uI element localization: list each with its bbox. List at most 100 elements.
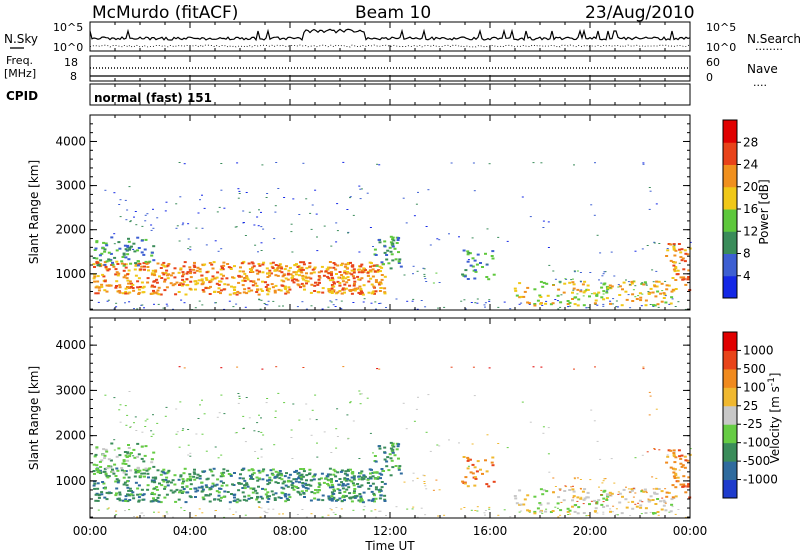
echo-cell [285, 290, 289, 293]
echo-cell [481, 266, 484, 268]
echo-cell [266, 287, 270, 290]
echo-cell [549, 303, 553, 306]
echo-cell [188, 266, 192, 269]
echo-cell [300, 490, 304, 493]
echo-cell [600, 494, 603, 496]
echo-cell [343, 283, 347, 286]
echo-cell [96, 292, 100, 295]
echo-cell [310, 283, 314, 286]
echo-cell [277, 496, 281, 499]
echo-cell [352, 277, 356, 280]
echo-cell [385, 465, 389, 468]
echo-cell [332, 496, 336, 499]
echo-cell [665, 284, 669, 287]
echo-cell [359, 198, 362, 200]
echo-cell [484, 514, 486, 516]
echo-cell [115, 467, 119, 470]
echo-cell [94, 499, 98, 502]
echo-cell [349, 196, 352, 198]
echo-cell [208, 293, 212, 295]
colorbar-tick-label: 500 [743, 362, 766, 376]
echo-cell [420, 300, 423, 301]
echo-cell [293, 470, 297, 473]
echo-cell [105, 498, 109, 501]
echo-cell [94, 286, 98, 289]
echo-cell [296, 283, 300, 286]
echo-cell [128, 487, 132, 490]
echo-cell [104, 189, 107, 191]
echo-cell [634, 296, 637, 298]
echo-cell [167, 469, 171, 472]
echo-cell [471, 257, 475, 260]
echo-cell [299, 468, 303, 470]
echo-cell [162, 273, 166, 276]
echo-cell [222, 274, 225, 277]
echo-cell [686, 278, 690, 281]
echo-cell [380, 278, 384, 281]
echo-cell [249, 270, 253, 273]
echo-cell [260, 448, 263, 450]
echo-cell [473, 190, 476, 192]
echo-cell [608, 491, 612, 494]
echo-cell [338, 478, 342, 480]
echo-cell [122, 264, 126, 267]
echo-cell [472, 366, 475, 368]
echo-cell [368, 269, 372, 272]
echo-cell [601, 275, 604, 277]
echo-cell [373, 500, 376, 503]
echo-cell [314, 489, 317, 491]
echo-cell [350, 476, 354, 479]
echo-cell [383, 251, 387, 254]
echo-cell [611, 303, 614, 305]
echo-cell [133, 422, 135, 424]
echo-cell [211, 482, 215, 485]
echo-cell [321, 287, 325, 290]
colorbar-tick-label: 100 [743, 380, 766, 394]
echo-cell [134, 274, 138, 277]
echo-cell [185, 278, 189, 281]
echo-cell [605, 291, 609, 294]
echo-cell [251, 491, 255, 494]
echo-cell [345, 281, 349, 284]
echo-cell [195, 476, 199, 479]
echo-cell [380, 274, 384, 276]
echo-cell [160, 277, 164, 279]
echo-cell [261, 470, 265, 473]
echo-cell [151, 269, 155, 272]
echo-cell [655, 285, 659, 288]
echo-cell [121, 462, 125, 465]
echo-cell [580, 281, 582, 283]
echo-cell [134, 468, 138, 471]
echo-cell [268, 269, 272, 272]
echo-cell [124, 473, 128, 476]
echo-cell [118, 493, 122, 496]
echo-cell [150, 272, 154, 275]
echo-cell [609, 302, 612, 305]
echo-cell [317, 478, 321, 481]
echo-cell [642, 490, 646, 493]
echo-cell [335, 447, 338, 449]
echo-cell [438, 282, 441, 283]
echo-cell [340, 308, 343, 310]
echo-cell [649, 395, 652, 397]
echo-cell [609, 508, 612, 510]
echo-cell [226, 469, 230, 472]
echo-cell [348, 492, 352, 495]
echo-cell [186, 478, 190, 481]
echo-cell [115, 510, 118, 512]
echo-cell [372, 290, 376, 293]
echo-cell [212, 261, 216, 264]
echo-cell [118, 454, 122, 457]
echo-cell [656, 290, 660, 293]
echo-cell [322, 274, 326, 277]
echo-cell [473, 395, 476, 397]
echo-cell [281, 284, 285, 287]
colorbar-tick-label: 25 [743, 399, 758, 413]
echo-cell [466, 253, 470, 256]
echo-cell [216, 211, 219, 213]
echo-cell [244, 514, 247, 516]
echo-cell [208, 262, 212, 264]
echo-cell [349, 401, 352, 403]
echo-cell [122, 471, 126, 474]
echo-cell [358, 185, 361, 187]
